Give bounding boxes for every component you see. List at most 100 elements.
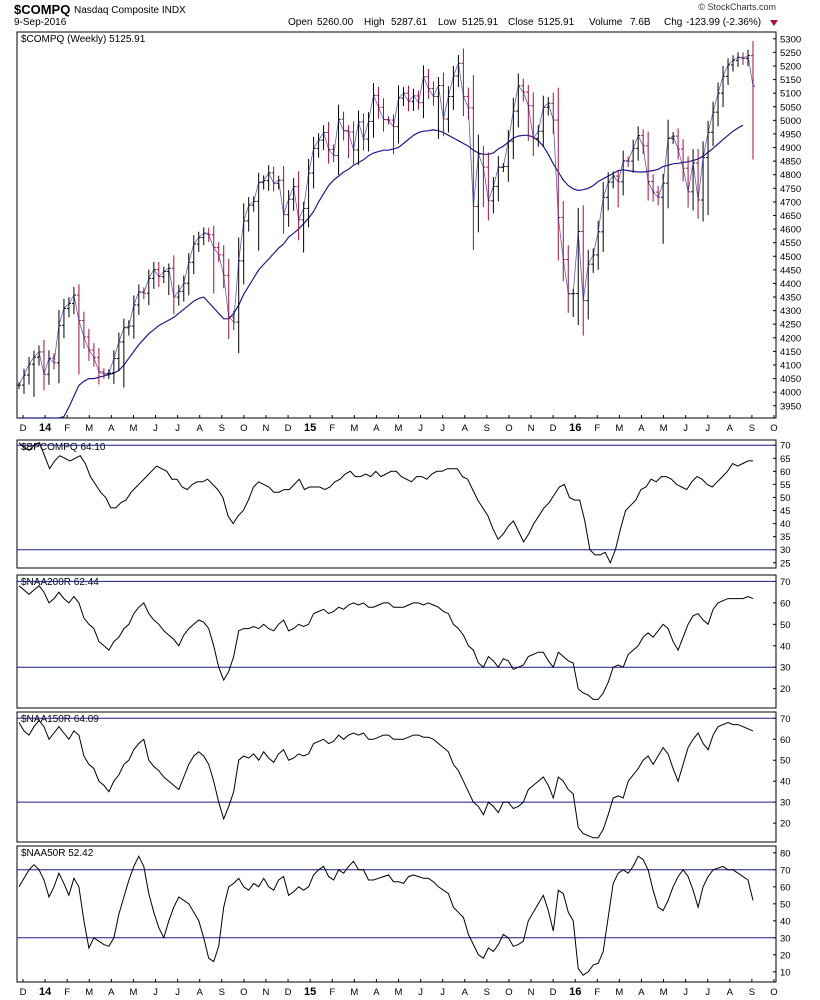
x-tick-label: J — [683, 423, 688, 434]
open-label: Open — [288, 17, 312, 28]
x-tick-label: S — [484, 423, 490, 434]
x-tick-label: A — [727, 987, 734, 998]
panel-title: $NAA50R 52.42 — [21, 848, 94, 859]
price-bar — [221, 245, 226, 289]
y-tick-label: 30 — [780, 545, 791, 556]
price-bar — [591, 248, 596, 273]
x-tick-label: N — [528, 423, 535, 434]
x-tick-label: M — [85, 987, 93, 998]
price-bar — [441, 72, 446, 137]
price-bar — [196, 231, 201, 252]
high-value: 5287.61 — [391, 17, 428, 28]
y-tick-label: 35 — [780, 532, 791, 543]
y-tick-label: 4800 — [780, 170, 801, 181]
x-tick-label: O — [240, 423, 247, 434]
price-bar — [566, 245, 571, 313]
x-tick-label: J — [440, 987, 445, 998]
y-tick-label: 20 — [780, 819, 791, 830]
price-bar — [691, 149, 696, 211]
x-tick-label: M — [350, 987, 358, 998]
price-bar — [256, 172, 261, 251]
x-tick-label: M — [660, 987, 668, 998]
y-tick-label: 4900 — [780, 143, 801, 154]
y-tick-label: 60 — [780, 882, 791, 893]
y-tick-label: 4650 — [780, 211, 801, 222]
price-bar — [176, 284, 181, 306]
x-tick-label: A — [108, 423, 115, 434]
y-tick-label: 20 — [780, 950, 791, 961]
x-tick-label: J — [418, 423, 423, 434]
y-tick-label: 60 — [780, 735, 791, 746]
x-tick-label: D — [550, 987, 557, 998]
y-tick-label: 40 — [780, 641, 791, 652]
price-bar — [246, 197, 251, 232]
volume-label: Volume — [589, 17, 623, 28]
close-value: 5125.91 — [538, 17, 575, 28]
indicator-line — [18, 441, 753, 565]
y-tick-label: 3950 — [780, 401, 801, 412]
x-tick-label: D — [20, 987, 27, 998]
y-tick-label: 5200 — [780, 61, 801, 72]
y-tick-label: 40 — [780, 916, 791, 927]
stockcharts-brand[interactable]: © StockCharts.com — [698, 2, 776, 12]
x-tick-label: A — [638, 423, 645, 434]
price-bar — [516, 73, 521, 128]
y-tick-label: 40 — [780, 519, 791, 530]
panel-3: 20 30 40 50 60 70 $NAA150R 64.09 — [16, 711, 791, 843]
price-bar — [151, 261, 156, 289]
x-tick-label: J — [705, 423, 710, 434]
price-bar — [86, 328, 91, 361]
y-tick-label: 25 — [780, 558, 791, 569]
indicator-line — [18, 719, 754, 839]
y-tick-label: 55 — [780, 480, 791, 491]
price-bar — [471, 75, 476, 251]
price-bar — [371, 83, 376, 138]
y-tick-label: 70 — [780, 441, 791, 452]
y-tick-label: 4150 — [780, 347, 801, 358]
price-bar — [396, 85, 401, 144]
price-bar — [701, 141, 706, 222]
y-tick-label: 4400 — [780, 279, 801, 290]
y-tick-label: 4100 — [780, 360, 801, 371]
price-bar — [61, 298, 66, 339]
x-tick-label: 15 — [304, 986, 316, 998]
y-tick-label: 30 — [780, 663, 791, 674]
price-bar — [17, 382, 21, 390]
price-bar — [636, 126, 641, 161]
y-tick-label: 4550 — [780, 238, 801, 249]
x-tick-label: M — [129, 987, 137, 998]
price-bar — [251, 196, 256, 212]
y-tick-label: 4250 — [780, 320, 801, 331]
price-bar — [661, 173, 666, 244]
y-tick-label: 50 — [780, 756, 791, 767]
price-bar — [211, 225, 216, 294]
chart-instrument-name: Nasdaq Composite INDX — [74, 5, 186, 16]
y-tick-label: 4850 — [780, 157, 801, 168]
y-tick-label: 80 — [780, 848, 791, 859]
panel-frame — [16, 845, 777, 983]
y-tick-label: 60 — [780, 598, 791, 609]
low-label: Low — [438, 17, 457, 28]
price-bar — [301, 201, 306, 253]
x-tick-label: 16 — [569, 986, 581, 998]
x-tick-label: O — [505, 423, 512, 434]
x-tick-label: F — [64, 987, 70, 998]
x-tick-label: M — [350, 423, 358, 434]
price-bar — [401, 87, 406, 107]
price-bar — [706, 120, 711, 216]
price-bar — [311, 136, 316, 189]
price-bar — [226, 258, 231, 339]
price-bar — [461, 48, 466, 117]
x-tick-label: F — [329, 987, 335, 998]
price-bar — [326, 121, 331, 164]
x-tick-label: N — [263, 987, 270, 998]
close-line — [18, 54, 754, 386]
price-bar — [646, 131, 651, 201]
panel-frame — [16, 711, 777, 843]
indicator-line — [18, 584, 754, 700]
price-bar — [281, 165, 286, 234]
x-tick-label: A — [462, 423, 469, 434]
price-bar — [66, 297, 71, 318]
y-tick-label: 4600 — [780, 225, 801, 236]
price-bar — [336, 104, 341, 175]
